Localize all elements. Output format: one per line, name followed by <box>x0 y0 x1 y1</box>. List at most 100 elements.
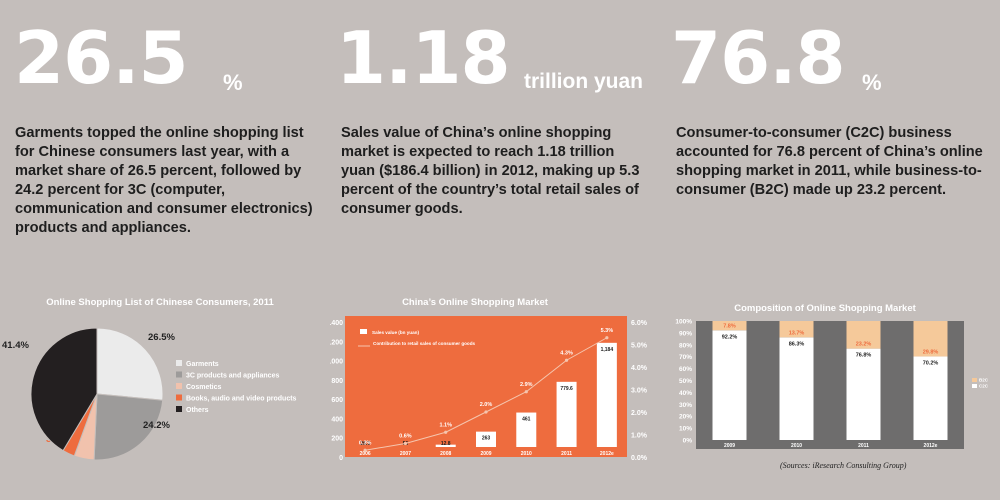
stacked-y-tick-label: 20% <box>679 414 692 421</box>
pie-legend-label-4: Others <box>186 407 209 414</box>
pie-legend-swatch-0 <box>176 360 182 366</box>
pie-label-4: 41.4% <box>2 340 29 351</box>
b2c-bar-2012e <box>913 321 948 357</box>
line-point <box>403 441 408 446</box>
line-value-label: 1.1% <box>439 422 452 428</box>
legend-label-b2c: B2C <box>979 378 989 383</box>
stacked-x-tick-label: 2010 <box>791 443 802 449</box>
stat-unit-sales: trillion yuan <box>524 70 644 93</box>
x-tick-label: 2007 <box>400 451 411 457</box>
b2c-value-label: 29.8% <box>923 349 939 355</box>
c2c-bar-2009 <box>712 330 747 440</box>
stacked-chart: 0% 10% 20% 30% 40% 50% 60% 70% 80% 90% 100% 92.2% 7.… <box>675 319 989 449</box>
line-value-label: 4.3% <box>560 350 573 356</box>
bar-line-chart-title: China’s Online Shopping Market <box>402 297 548 308</box>
legend-swatch-c2c <box>972 384 977 388</box>
stacked-x-tick-label: 2012e <box>924 443 938 449</box>
bar-line-chart: 0 200 400 600 800 1000 1200 1400 0.0% 1.0% 2.0% 3.0… <box>330 316 648 462</box>
y2-tick-label: 3.0% <box>631 388 648 395</box>
bar-2012e <box>596 342 617 447</box>
c2c-value-label: 86.3% <box>789 341 805 347</box>
line-point <box>363 448 367 452</box>
stacked-chart-title: Composition of Online Shopping Market <box>734 303 916 314</box>
y2-tick-label: 0.0% <box>631 455 648 462</box>
stacked-y-tick-label: 0% <box>683 438 693 445</box>
pie-label-1: 24.2% <box>143 420 170 431</box>
stacked-y-tick-label: 10% <box>679 426 692 433</box>
b2c-value-label: 23.2% <box>856 342 872 348</box>
bar-value-label: 1,184 <box>601 347 614 353</box>
bar-value-label: 461 <box>522 417 531 423</box>
pie-legend-swatch-2 <box>176 383 182 389</box>
bar-2010 <box>516 412 537 447</box>
x-tick-label: 2009 <box>480 451 491 457</box>
pie-legend-label-1: 3C products and appliances <box>186 373 279 380</box>
stacked-x-tick-label: 2009 <box>724 443 735 449</box>
y-tick-label: 1200 <box>330 339 343 346</box>
c2c-value-label: 92.2% <box>722 334 738 340</box>
bar-value-label: 26.3 <box>360 441 370 447</box>
x-tick-label: 2008 <box>440 451 451 457</box>
stat-value-sales: 1.18 <box>336 16 511 100</box>
stat-value-c2c: 76.8 <box>671 16 846 100</box>
legend-label-line: Contribution to retail sales of consumer… <box>373 341 476 346</box>
c2c-bar-2010 <box>779 337 814 440</box>
y-tick-label: 200 <box>331 436 343 443</box>
line-point <box>524 390 528 394</box>
line-point <box>605 336 609 340</box>
x-tick-label: 2010 <box>521 451 532 457</box>
b2c-bar-2011 <box>846 321 881 349</box>
bar-2008 <box>435 444 456 447</box>
stacked-y-tick-label: 70% <box>679 354 692 361</box>
b2c-bar-2009 <box>712 321 747 331</box>
line-value-label: 0.6% <box>399 434 412 440</box>
stat-description-garments: Garments topped the online shopping list… <box>15 125 313 236</box>
y2-tick-label: 4.0% <box>631 365 648 372</box>
x-tick-label: 2011 <box>561 451 572 457</box>
line-point <box>444 430 448 434</box>
line-value-label: 5.3% <box>601 328 614 334</box>
stat-unit-c2c: % <box>862 70 882 95</box>
stat-unit-garments: % <box>223 70 243 95</box>
c2c-bar-2012e <box>913 356 948 440</box>
stacked-y-tick-label: 50% <box>679 378 692 385</box>
b2c-value-label: 7.8% <box>723 323 736 329</box>
y-tick-label: 1400 <box>330 320 343 327</box>
bar-2011 <box>556 381 577 447</box>
bar-value-label: 12.8 <box>441 441 451 447</box>
pie-label-2: 4.9% <box>68 444 90 455</box>
source-note: (Sources: iResearch Consulting Group) <box>780 461 907 470</box>
stacked-y-tick-label: 80% <box>679 342 692 349</box>
pie-legend-swatch-4 <box>176 406 182 412</box>
stacked-y-tick-label: 100% <box>675 319 692 326</box>
c2c-bar-2011 <box>846 348 881 440</box>
legend-label-bar: Sales value (bn yuan) <box>372 330 419 335</box>
pie-legend-label-0: Garments <box>186 361 219 368</box>
x-tick-label: 2006 <box>360 451 371 457</box>
stat-value-garments: 26.5 <box>14 16 189 100</box>
bar-2009 <box>476 431 496 447</box>
pie-legend-label-2: Cosmetics <box>186 384 222 391</box>
pie-slice-4 <box>30 327 98 452</box>
pie-legend-label-3: Books, audio and video products <box>186 396 297 403</box>
b2c-value-label: 13.7% <box>789 330 805 336</box>
line-point <box>564 358 569 362</box>
y2-tick-label: 2.0% <box>631 410 648 417</box>
line-value-label: 2.9% <box>520 382 533 388</box>
stat-description-sales: Sales value of China’s online shopping m… <box>341 125 640 217</box>
line-value-label: 2.0% <box>480 402 493 408</box>
b2c-bar-2010 <box>779 321 814 338</box>
stacked-y-tick-label: 60% <box>679 366 692 373</box>
y-tick-label: 600 <box>331 397 343 404</box>
y2-tick-label: 5.0% <box>631 343 648 350</box>
y2-tick-label: 6.0% <box>631 320 648 327</box>
pie-slice-0 <box>96 327 164 401</box>
pie-label-0: 26.5% <box>148 332 175 343</box>
stacked-y-tick-label: 90% <box>679 330 692 337</box>
stat-description-c2c: Consumer-to-consumer (C2C) business acco… <box>676 125 983 198</box>
y2-tick-label: 1.0% <box>631 433 648 440</box>
bar-value-label: 779.6 <box>560 386 573 392</box>
y-tick-label: 800 <box>331 378 343 385</box>
y-tick-label: 0 <box>339 455 343 462</box>
